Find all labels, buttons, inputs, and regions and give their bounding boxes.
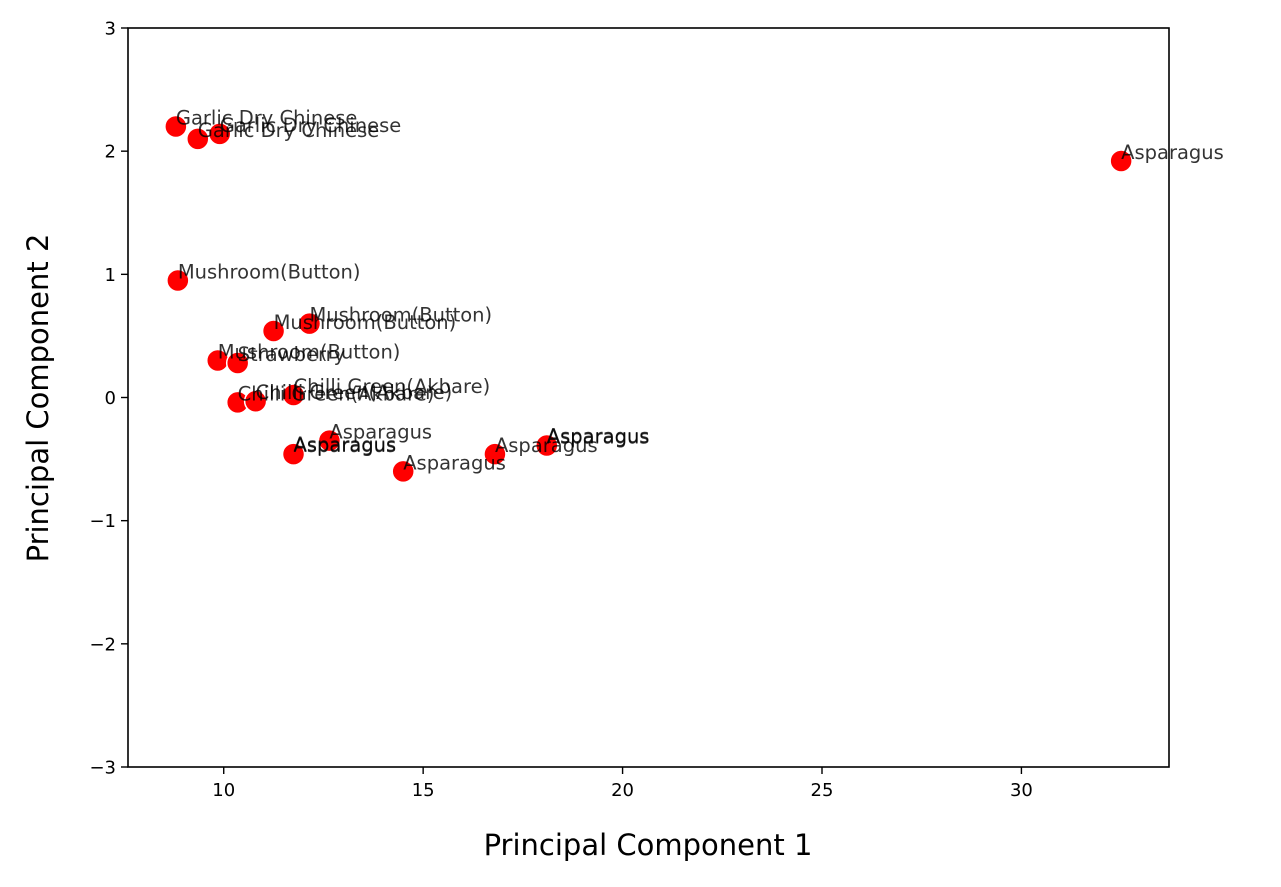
point-label: Chilli Green(Akbare) [294,375,491,398]
point-label: Mushroom(Button) [274,311,457,334]
y-tick-label: −3 [89,758,116,779]
point-label: Garlic Dry Chinese [176,107,358,130]
scatter-point [261,319,286,343]
y-tick-label: 0 [105,388,116,409]
point-label: Chilli Green(Akbare) [256,381,453,404]
x-tick-label: 30 [1010,780,1033,801]
points-layer [164,114,1133,484]
y-tick-label: 3 [105,19,116,40]
scatter-point [1109,149,1133,173]
scatter-point [535,433,559,458]
scatter-point [225,351,250,375]
scatter-point [166,268,190,293]
point-label: Garlic Dry Chinese [220,114,402,137]
point-label: Garlic Dry Chinese [198,119,380,142]
point-label: Asparagus [1121,141,1224,164]
x-axis-title: Principal Component 1 [484,828,813,862]
y-tick-label: −2 [89,634,116,655]
scatter-point [297,311,322,336]
point-label: Asparagus [329,421,432,444]
scatter-point [281,442,306,466]
point-label: Mushroom(Button) [309,304,492,327]
point-label: Strawberry [238,343,346,366]
scatter-point [483,442,507,466]
point-label: Asparagus [294,433,397,456]
x-axis-ticks: 10 15 20 25 30 [212,767,1033,801]
y-tick-label: 1 [105,265,116,286]
point-label: Asparagus [547,426,650,449]
x-tick-label: 20 [611,780,634,801]
point-label: Chilli Green(Akbare) [238,382,435,405]
x-tick-label: 15 [412,780,435,801]
scatter-point [164,114,188,139]
point-label: Asparagus [547,424,650,447]
x-tick-label: 25 [811,780,834,801]
y-tick-label: −1 [89,511,116,532]
scatter-point [281,383,306,407]
x-tick-label: 10 [212,780,235,801]
point-label: Asparagus [495,434,598,457]
y-axis-ticks: −3 −2 −1 0 1 2 3 [89,19,128,779]
scatter-point [207,122,232,146]
point-label: Asparagus [403,451,506,474]
point-label: Mushroom(Button) [178,260,361,283]
scatter-point [391,459,415,484]
point-label: Mushroom(Button) [218,341,401,364]
y-axis-title: Principal Component 2 [21,234,55,563]
scatter-point [317,428,342,453]
point-label: Asparagus [294,434,397,457]
scatter-point [243,389,268,413]
scatter-point [186,127,210,151]
y-tick-label: 2 [105,142,116,163]
